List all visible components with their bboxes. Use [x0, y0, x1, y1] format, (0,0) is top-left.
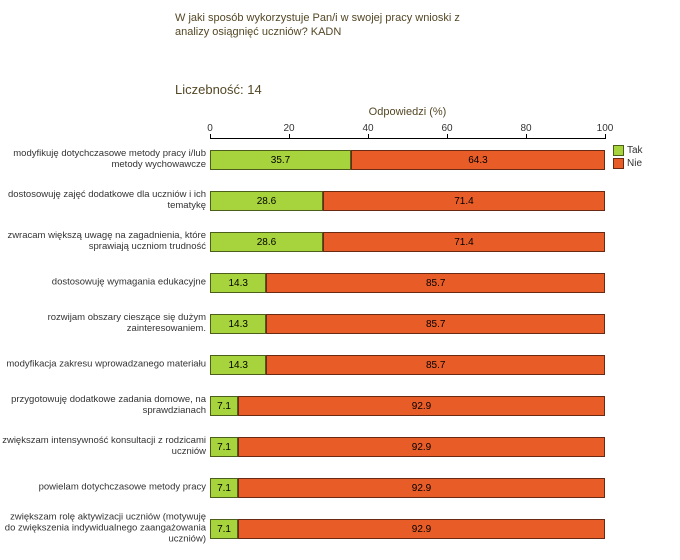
x-tick-label: 80 [520, 123, 531, 134]
legend-label: Tak [627, 145, 643, 156]
bar-segment-tak: 28.6 [210, 191, 323, 211]
category-label: dostosowuję zajęć dodatkowe dla uczniów … [0, 190, 210, 212]
x-tick-label: 0 [207, 123, 213, 134]
x-tick-label: 20 [283, 123, 294, 134]
legend: Tak Nie [613, 145, 643, 171]
category-label: powielam dotychczasowe metody pracy [0, 483, 210, 494]
bar-segment-tak: 7.1 [210, 437, 238, 457]
bar-segment-tak: 35.7 [210, 150, 351, 170]
category-label: zwiększam intensywność konsultacji z rod… [0, 436, 210, 458]
bar-segment-tak: 7.1 [210, 396, 238, 416]
bar-segment-tak: 14.3 [210, 314, 266, 334]
category-label: rozwijam obszary cieszące się dużym zain… [0, 313, 210, 335]
bar-row: rozwijam obszary cieszące się dużym zain… [210, 314, 605, 334]
bar-row: powielam dotychczasowe metody pracy7.192… [210, 478, 605, 498]
x-tick [526, 134, 527, 139]
bar-segment-tak: 7.1 [210, 519, 238, 539]
x-axis-top: 020406080100 [210, 138, 605, 139]
bar-segment-tak: 7.1 [210, 478, 238, 498]
x-tick [447, 134, 448, 139]
bar-segment-nie: 85.7 [266, 355, 605, 375]
x-tick [605, 134, 606, 139]
bar-segment-nie: 92.9 [238, 519, 605, 539]
category-label: modyfikuję dotychczasowe metody pracy i/… [0, 149, 210, 171]
bar-row: modyfikuję dotychczasowe metody pracy i/… [210, 150, 605, 170]
bar-segment-nie: 71.4 [323, 191, 605, 211]
bar-segment-nie: 64.3 [351, 150, 605, 170]
legend-swatch [613, 145, 624, 156]
x-tick [289, 134, 290, 139]
bar-segment-nie: 71.4 [323, 232, 605, 252]
bar-row: modyfikacja zakresu wprowadzanego materi… [210, 355, 605, 375]
legend-swatch [613, 158, 624, 169]
category-label: dostosowuję wymagania edukacyjne [0, 278, 210, 289]
x-tick-label: 100 [597, 123, 614, 134]
bar-segment-nie: 85.7 [266, 314, 605, 334]
bar-segment-nie: 92.9 [238, 396, 605, 416]
legend-item: Tak [613, 145, 643, 156]
category-label: przygotowuję dodatkowe zadania domowe, n… [0, 395, 210, 417]
category-label: zwracam większą uwagę na zagadnienia, kt… [0, 231, 210, 253]
bar-row: zwiększam rolę aktywizacji uczniów (moty… [210, 519, 605, 539]
chart-title: W jaki sposób wykorzystuje Pan/i w swoje… [175, 12, 485, 40]
bar-row: zwiększam intensywność konsultacji z rod… [210, 437, 605, 457]
bar-segment-tak: 14.3 [210, 273, 266, 293]
x-axis-label: Odpowiedzi (%) [210, 106, 605, 118]
x-tick-label: 40 [362, 123, 373, 134]
bar-segment-tak: 14.3 [210, 355, 266, 375]
legend-item: Nie [613, 158, 643, 169]
bar-row: przygotowuję dodatkowe zadania domowe, n… [210, 396, 605, 416]
bar-row: zwracam większą uwagę na zagadnienia, kt… [210, 232, 605, 252]
plot-area: modyfikuję dotychczasowe metody pracy i/… [210, 140, 605, 550]
chart-subtitle: Liczebność: 14 [175, 82, 262, 97]
bar-segment-tak: 28.6 [210, 232, 323, 252]
category-label: zwiększam rolę aktywizacji uczniów (moty… [0, 513, 210, 546]
bar-segment-nie: 92.9 [238, 478, 605, 498]
bar-segment-nie: 92.9 [238, 437, 605, 457]
x-tick-label: 60 [441, 123, 452, 134]
bar-row: dostosowuję zajęć dodatkowe dla uczniów … [210, 191, 605, 211]
category-label: modyfikacja zakresu wprowadzanego materi… [0, 360, 210, 371]
bar-segment-nie: 85.7 [266, 273, 605, 293]
x-tick [210, 134, 211, 139]
bar-row: dostosowuję wymagania edukacyjne14.385.7 [210, 273, 605, 293]
legend-label: Nie [627, 158, 642, 169]
x-tick [368, 134, 369, 139]
